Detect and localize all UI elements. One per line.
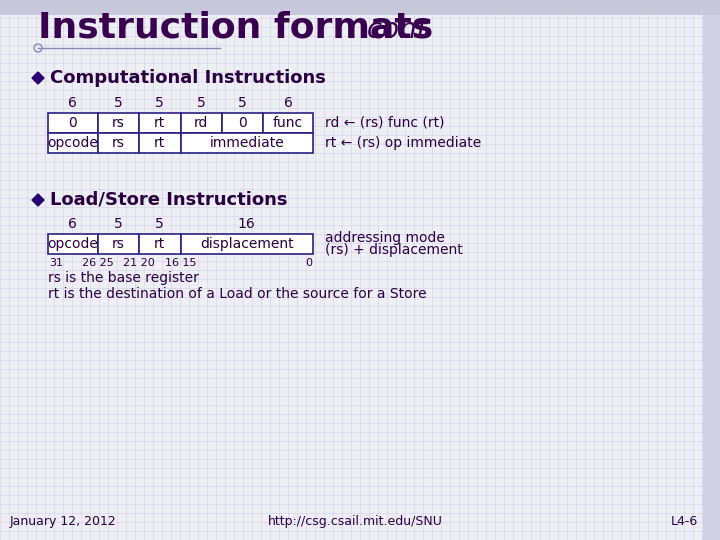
Text: func: func — [273, 116, 303, 130]
Text: rt: rt — [154, 116, 166, 130]
Text: rs: rs — [112, 116, 125, 130]
Bar — [98, 234, 139, 254]
Text: cont: cont — [358, 16, 428, 44]
Text: addressing mode: addressing mode — [325, 231, 445, 245]
Text: rd: rd — [194, 116, 208, 130]
Text: rt: rt — [154, 136, 166, 150]
Text: 21 20: 21 20 — [123, 258, 155, 268]
Bar — [139, 113, 181, 133]
Text: Instruction formats: Instruction formats — [38, 10, 433, 44]
Text: 31: 31 — [49, 258, 63, 268]
Text: rs is the base register: rs is the base register — [48, 271, 199, 285]
Text: immediate: immediate — [210, 136, 284, 150]
Text: http://csg.csail.mit.edu/SNU: http://csg.csail.mit.edu/SNU — [268, 515, 442, 528]
Bar — [48, 234, 98, 254]
Text: L4-6: L4-6 — [671, 515, 698, 528]
Text: Computational Instructions: Computational Instructions — [50, 69, 326, 87]
Text: 5: 5 — [114, 217, 123, 231]
Text: 0: 0 — [305, 258, 312, 268]
Text: rt: rt — [154, 237, 166, 251]
Text: 16 15: 16 15 — [165, 258, 197, 268]
Text: 5: 5 — [197, 96, 206, 110]
Text: opcode: opcode — [48, 136, 99, 150]
Bar — [181, 234, 313, 254]
Text: 26 25: 26 25 — [82, 258, 114, 268]
Bar — [222, 113, 264, 133]
Text: displacement: displacement — [200, 237, 294, 251]
Text: rt is the destination of a Load or the source for a Store: rt is the destination of a Load or the s… — [48, 287, 427, 301]
Bar — [139, 133, 181, 153]
Text: rs: rs — [112, 136, 125, 150]
Bar — [181, 133, 313, 153]
FancyBboxPatch shape — [0, 0, 720, 15]
Bar — [264, 113, 313, 133]
Text: January 12, 2012: January 12, 2012 — [10, 515, 117, 528]
Text: 0: 0 — [238, 116, 247, 130]
Text: rs: rs — [112, 237, 125, 251]
Text: opcode: opcode — [48, 237, 99, 251]
Bar — [139, 234, 181, 254]
Bar — [98, 133, 139, 153]
Polygon shape — [32, 72, 44, 84]
Text: 5: 5 — [156, 217, 164, 231]
Text: (rs) + displacement: (rs) + displacement — [325, 243, 463, 257]
Text: 6: 6 — [68, 96, 77, 110]
Text: 6: 6 — [68, 217, 77, 231]
FancyBboxPatch shape — [703, 15, 720, 540]
Text: 16: 16 — [238, 217, 256, 231]
Text: rd ← (rs) func (rt): rd ← (rs) func (rt) — [325, 116, 444, 130]
Text: rt ← (rs) op immediate: rt ← (rs) op immediate — [325, 136, 481, 150]
Bar — [181, 113, 222, 133]
Text: 5: 5 — [156, 96, 164, 110]
Text: Load/Store Instructions: Load/Store Instructions — [50, 191, 287, 209]
Text: 5: 5 — [114, 96, 123, 110]
Bar — [48, 133, 98, 153]
Text: 5: 5 — [238, 96, 247, 110]
Text: 6: 6 — [284, 96, 292, 110]
Bar — [48, 113, 98, 133]
Polygon shape — [32, 194, 44, 206]
Bar — [98, 113, 139, 133]
Text: 0: 0 — [68, 116, 77, 130]
